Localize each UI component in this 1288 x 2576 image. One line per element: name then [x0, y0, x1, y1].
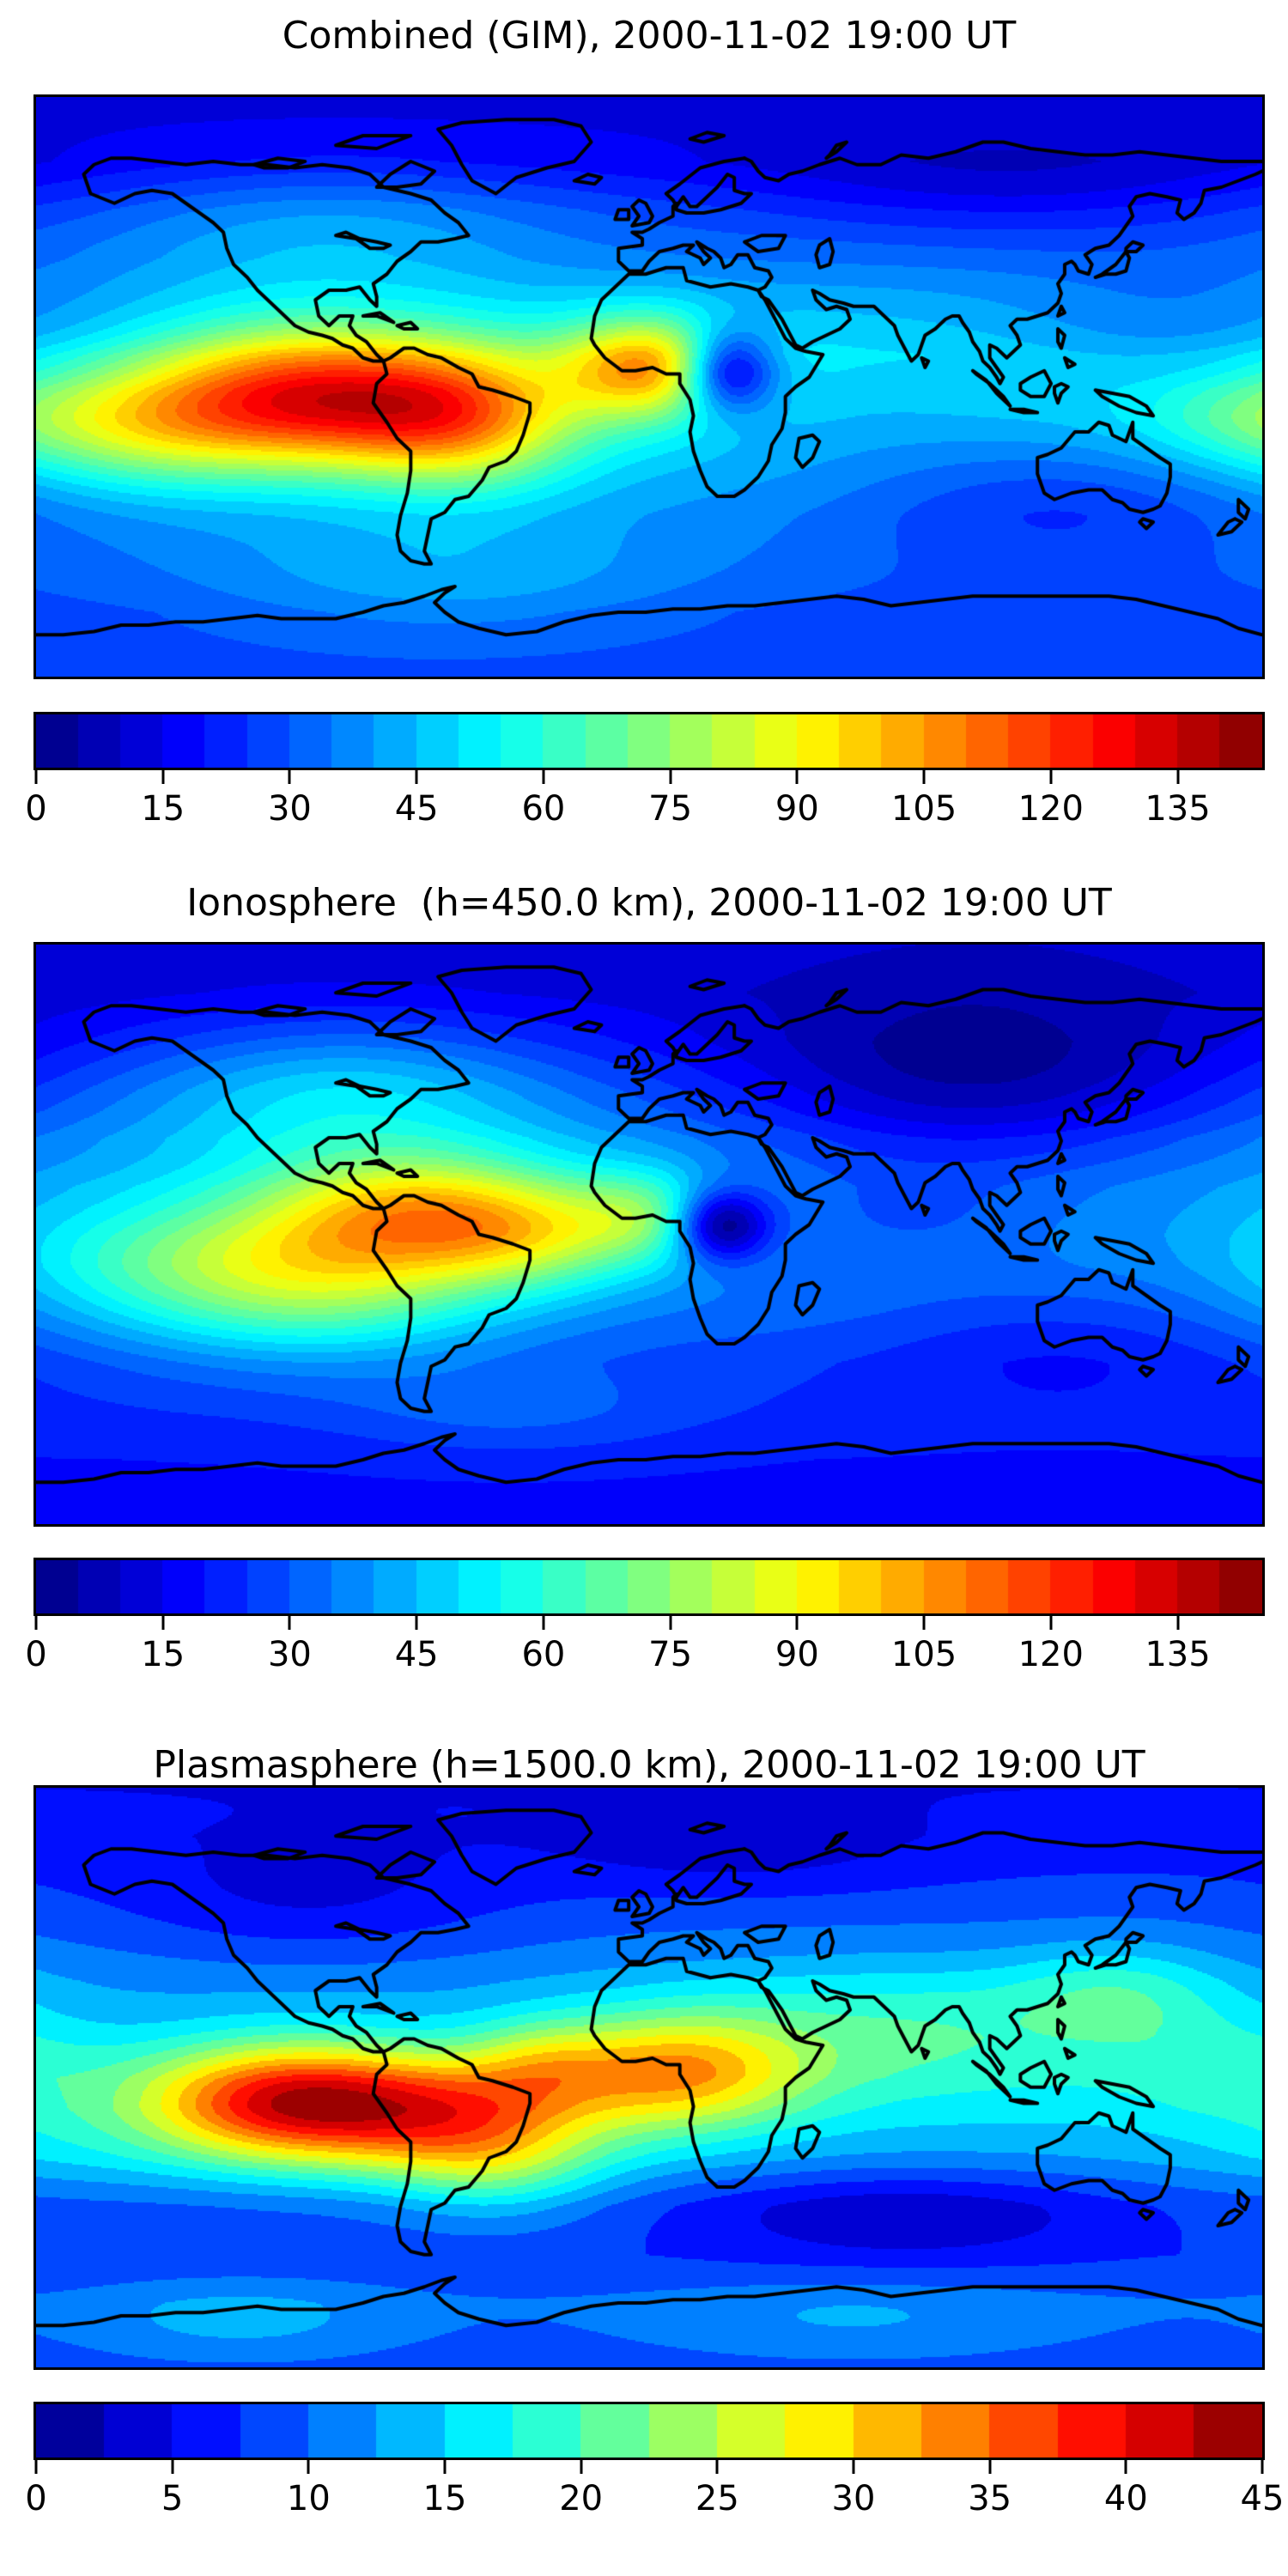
colorbar-tick-label: 45: [394, 1635, 439, 1674]
colorbar-frame-combined: [33, 712, 1265, 770]
colorbar-tick-mark: [542, 770, 545, 784]
colorbar-tick-mark: [415, 1616, 418, 1630]
colorbar-tick-label: 45: [1240, 2479, 1285, 2518]
colorbar-tick-mark: [1049, 1616, 1053, 1630]
colorbar-tick-mark: [171, 2460, 174, 2474]
colorbar-tick-label: 35: [968, 2479, 1012, 2518]
colorbar-tick-mark: [580, 2460, 583, 2474]
colorbar-frame-ionosphere: [33, 1558, 1265, 1616]
colorbar-tick-mark: [1049, 770, 1053, 784]
colorbar-tick-label: 0: [25, 1635, 47, 1674]
colorbar-tick-mark: [795, 1616, 799, 1630]
colorbar-tick-mark: [922, 1616, 926, 1630]
colorbar-tick-label: 120: [1018, 789, 1084, 829]
map-title-plasmasphere: Plasmasphere (h=1500.0 km), 2000-11-02 1…: [153, 1743, 1145, 1787]
colorbar-tick-label: 60: [521, 789, 566, 829]
colorbar-tick-label: 135: [1145, 1635, 1211, 1674]
colorbar-tick-mark: [161, 770, 165, 784]
colorbar-tick-mark: [852, 2460, 855, 2474]
colorbar-tick-mark: [1176, 770, 1180, 784]
map-title-ionosphere: Ionosphere (h=450.0 km), 2000-11-02 19:0…: [186, 881, 1112, 925]
colorbar-tick-label: 25: [695, 2479, 739, 2518]
colorbar-tick-label: 20: [559, 2479, 604, 2518]
colorbar-tick-mark: [307, 2460, 310, 2474]
colorbar-tick-label: 30: [267, 789, 312, 829]
colorbar-ticks-ionosphere: 0 15 30 45 60 75 90 105 120 135: [25, 1616, 1262, 1702]
colorbar-canvas-plasmasphere: [36, 2404, 1262, 2458]
map-frame-plasmasphere: [33, 1785, 1265, 2370]
colorbar-tick-mark: [415, 770, 418, 784]
colorbar-tick-mark: [715, 2460, 719, 2474]
map-canvas-combined: [36, 97, 1262, 677]
colorbar-tick-label: 75: [648, 789, 693, 829]
colorbar-canvas-ionosphere: [36, 1560, 1262, 1613]
colorbar-tick-label: 15: [141, 1635, 185, 1674]
colorbar-tick-mark: [443, 2460, 447, 2474]
colorbar-tick-mark: [669, 770, 672, 784]
colorbar-tick-label: 105: [890, 1635, 957, 1674]
colorbar-tick-mark: [34, 1616, 38, 1630]
colorbar-tick-label: 5: [161, 2479, 184, 2518]
colorbar-tick-mark: [161, 1616, 165, 1630]
map-title-combined: Combined (GIM), 2000-11-02 19:00 UT: [282, 14, 1017, 58]
colorbar-tick-mark: [988, 2460, 992, 2474]
colorbar-frame-plasmasphere: [33, 2402, 1265, 2460]
colorbar-tick-label: 60: [521, 1635, 566, 1674]
colorbar-tick-mark: [1261, 2460, 1264, 2474]
map-canvas-ionosphere: [36, 945, 1262, 1524]
colorbar-tick-label: 30: [831, 2479, 876, 2518]
colorbar-tick-mark: [1124, 2460, 1127, 2474]
colorbar-tick-label: 15: [422, 2479, 467, 2518]
colorbar-tick-label: 135: [1145, 789, 1211, 829]
map-canvas-plasmasphere: [36, 1788, 1262, 2367]
colorbar-tick-mark: [288, 770, 291, 784]
colorbar-ticks-plasmasphere: 0 5 10 15 20 25 30 35 40 45: [25, 2460, 1284, 2546]
map-frame-combined: [33, 94, 1265, 679]
colorbar-tick-mark: [288, 1616, 291, 1630]
colorbar-tick-mark: [922, 770, 926, 784]
colorbar-tick-label: 120: [1018, 1635, 1084, 1674]
colorbar-tick-label: 75: [648, 1635, 693, 1674]
colorbar-tick-mark: [34, 2460, 38, 2474]
map-frame-ionosphere: [33, 942, 1265, 1527]
colorbar-tick-mark: [34, 770, 38, 784]
colorbar-tick-label: 105: [890, 789, 957, 829]
colorbar-tick-label: 10: [286, 2479, 331, 2518]
colorbar-tick-label: 45: [394, 789, 439, 829]
colorbar-canvas-combined: [36, 714, 1262, 768]
colorbar-tick-label: 0: [25, 789, 47, 829]
colorbar-tick-mark: [542, 1616, 545, 1630]
colorbar-tick-label: 0: [25, 2479, 47, 2518]
colorbar-tick-label: 40: [1103, 2479, 1148, 2518]
colorbar-tick-label: 30: [267, 1635, 312, 1674]
colorbar-tick-mark: [669, 1616, 672, 1630]
colorbar-tick-label: 90: [775, 1635, 819, 1674]
colorbar-tick-label: 90: [775, 789, 819, 829]
colorbar-tick-label: 15: [141, 789, 185, 829]
colorbar-tick-mark: [1176, 1616, 1180, 1630]
colorbar-tick-mark: [795, 770, 799, 784]
colorbar-ticks-combined: 0 15 30 45 60 75 90 105 120 135: [25, 770, 1262, 856]
